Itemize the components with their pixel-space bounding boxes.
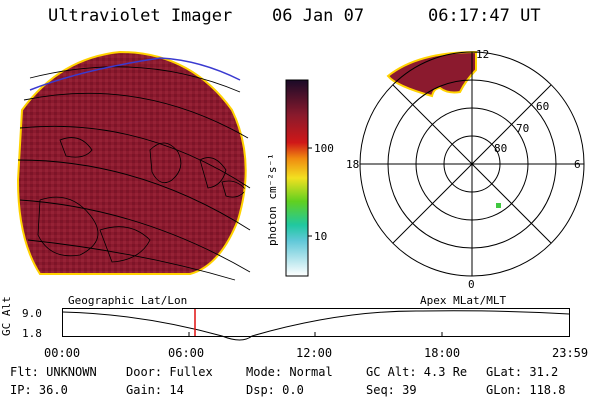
- status-mode: Mode: Normal: [246, 365, 333, 379]
- altitude-curve: [62, 310, 570, 341]
- timeline-xtick-0: 00:00: [44, 346, 81, 360]
- overlay-track: [29, 57, 241, 91]
- timeline-xtick-1: 06:00: [168, 346, 205, 360]
- polar-grid: [359, 51, 585, 277]
- colorbar-fill: [285, 79, 309, 277]
- status-ip: IP: 36.0: [10, 383, 68, 397]
- mlt-label-bottom: 0: [468, 278, 475, 291]
- colorbar-tick-100: 100: [314, 142, 334, 155]
- timeline-xtick-3: 18:00: [424, 346, 461, 360]
- timeline-plot: [62, 308, 570, 341]
- lat-label-80: 80: [494, 142, 507, 155]
- polar-plot: 12 18 6 0 60 70 80: [346, 48, 585, 291]
- apex-label: Apex MLat/MLT: [420, 294, 507, 307]
- geographic-image: [16, 50, 251, 281]
- date-label: 06 Jan 07: [272, 6, 365, 26]
- status-gc-alt: GC Alt: 4.3 Re: [366, 365, 468, 379]
- mlt-label-top: 12: [476, 48, 489, 61]
- timeline-ytick-bottom: 1.8: [22, 327, 42, 340]
- status-flt: Flt: UNKNOWN: [10, 365, 97, 379]
- timeline-xtick-2: 12:00: [296, 346, 333, 360]
- earth-disk: [16, 50, 247, 275]
- aurora-patch: [386, 50, 477, 98]
- lat-label-70: 70: [516, 122, 529, 135]
- mlt-label-left: 18: [346, 158, 359, 171]
- colorbar-label: photon cm⁻²s⁻¹: [266, 153, 279, 246]
- green-point: [496, 203, 501, 208]
- status-dsp: Dsp: 0.0: [246, 383, 304, 397]
- app-title: Ultraviolet Imager: [48, 6, 233, 26]
- mlt-label-right: 6: [574, 158, 581, 171]
- lat-label-60: 60: [536, 100, 549, 113]
- colorbar: 100 10 photon cm⁻²s⁻¹: [266, 79, 334, 277]
- timeline-ylabel: GC Alt: [0, 296, 13, 336]
- timeline-ytick-top: 9.0: [22, 307, 42, 320]
- status-glon: GLon: 118.8: [486, 383, 566, 397]
- coastlines: [37, 137, 246, 263]
- timeline-xtick-4: 23:59: [552, 346, 589, 360]
- colorbar-tick-10: 10: [314, 230, 327, 243]
- status-seq: Seq: 39: [366, 383, 417, 397]
- status-door: Door: Fullex: [126, 365, 213, 379]
- geographic-label: Geographic Lat/Lon: [68, 294, 188, 307]
- latitude-grid-lines: [17, 66, 251, 281]
- time-label: 06:17:47 UT: [428, 6, 541, 26]
- status-glat: GLat: 31.2: [486, 365, 559, 379]
- status-gain: Gain: 14: [126, 383, 184, 397]
